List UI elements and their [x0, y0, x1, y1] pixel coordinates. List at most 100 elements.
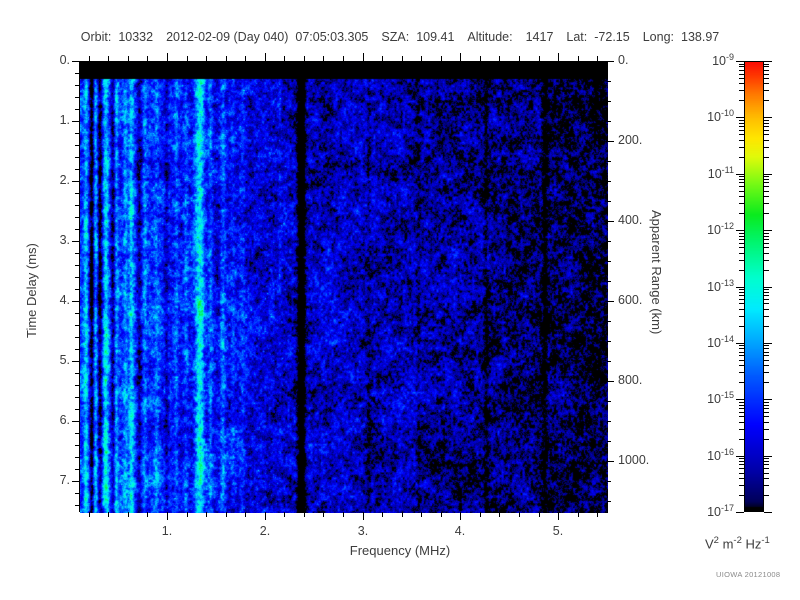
colorbar-unit-label: V2 m-2 Hz-1 [705, 535, 770, 552]
observation-date: 2012-02-09 (Day 040) [166, 30, 289, 44]
colorbar-minor-tick-left [739, 408, 744, 409]
colorbar-minor-tick-left [739, 239, 744, 240]
y-axis-right-minor-tick [607, 181, 611, 182]
y-axis-left-tick-label: 0. [59, 53, 70, 67]
y-axis-left-tick-label: 5. [59, 353, 70, 367]
colorbar-minor-tick-left [739, 485, 744, 486]
x-axis-minor-tick [187, 512, 188, 517]
y-axis-left-minor-tick [75, 349, 79, 350]
y-axis-left-minor-tick [75, 433, 79, 434]
colorbar-minor-tick-left [739, 348, 744, 349]
x-axis-minor-tick [578, 512, 579, 517]
colorbar-minor-tick [764, 408, 769, 409]
y-axis-left-minor-tick [75, 265, 79, 266]
colorbar-minor-tick [764, 352, 769, 353]
colorbar-minor-tick-left [739, 100, 744, 101]
y-axis-right-tick-label: 200. [618, 133, 643, 147]
colorbar-minor-tick-left [739, 299, 744, 300]
y-axis-right-tick-label: 1000. [618, 453, 650, 467]
y-axis-right-tick-label: 400. [618, 213, 643, 227]
colorbar-minor-tick-left [739, 295, 744, 296]
x-axis-tick-label: 2. [259, 524, 271, 538]
x-axis-title: Frequency (MHz) [349, 543, 451, 558]
colorbar-minor-tick-left [739, 495, 744, 496]
colorbar-minor-tick [764, 485, 769, 486]
x-axis-minor-tick [597, 512, 598, 517]
colorbar-minor-tick [764, 360, 769, 361]
y-axis-left-minor-tick [75, 313, 79, 314]
colorbar-minor-tick-left [739, 270, 744, 271]
x-axis-top-tick [147, 56, 148, 61]
colorbar-major-tick-left [736, 174, 744, 175]
colorbar-minor-tick [764, 130, 769, 131]
y-axis-left-minor-tick [75, 73, 79, 74]
colorbar-minor-tick [764, 458, 769, 459]
lat-value: -72.15 [594, 30, 630, 44]
x-axis-top-tick [343, 56, 344, 61]
y-axis-right-major-tick [607, 301, 614, 302]
colorbar[interactable] [744, 61, 764, 512]
colorbar-major-tick [764, 174, 772, 175]
colorbar-major-tick [764, 399, 772, 400]
y-axis-right-minor-tick [607, 441, 611, 442]
colorbar-minor-tick [764, 422, 769, 423]
colorbar-minor-tick-left [739, 365, 744, 366]
x-axis-top-tick [460, 53, 461, 61]
lat-label: Lat: [566, 30, 588, 44]
y-axis-left-minor-tick [75, 337, 79, 338]
colorbar-minor-tick [764, 429, 769, 430]
colorbar-minor-tick [764, 140, 769, 141]
x-axis-minor-tick [539, 512, 540, 517]
y-axis-left-minor-tick [75, 445, 79, 446]
colorbar-minor-tick [764, 468, 769, 469]
colorbar-minor-tick [764, 382, 769, 383]
colorbar-minor-tick-left [739, 309, 744, 310]
colorbar-minor-tick-left [739, 90, 744, 91]
y-axis-left-major-tick [72, 481, 79, 482]
colorbar-minor-tick-left [739, 134, 744, 135]
header-metadata: Orbit: 10332 2012-02-09 (Day 040) 07:05:03.… [0, 30, 800, 44]
x-axis-top-tick [382, 56, 383, 61]
x-axis-major-tick [460, 512, 461, 520]
colorbar-minor-tick [764, 355, 769, 356]
colorbar-minor-tick-left [739, 74, 744, 75]
y-axis-right-minor-tick [607, 501, 611, 502]
x-axis-top-tick [226, 56, 227, 61]
colorbar-minor-tick [764, 299, 769, 300]
colorbar-tick-label: 10-16 [707, 447, 734, 464]
y-axis-left-minor-tick [75, 205, 79, 206]
colorbar-major-tick-left [736, 117, 744, 118]
colorbar-minor-tick [764, 405, 769, 406]
colorbar-minor-tick-left [739, 360, 744, 361]
orbit-value: 10332 [118, 30, 154, 44]
colorbar-minor-tick-left [739, 429, 744, 430]
colorbar-minor-tick [764, 64, 769, 65]
sza-value: 109.41 [416, 30, 455, 44]
x-axis-top-tick [323, 56, 324, 61]
x-axis-major-tick [363, 512, 364, 520]
y-axis-left-minor-tick [75, 157, 79, 158]
colorbar-minor-tick [764, 83, 769, 84]
colorbar-minor-tick [764, 316, 769, 317]
y-axis-left-minor-tick [75, 133, 79, 134]
x-axis-top-tick [284, 56, 285, 61]
colorbar-minor-tick [764, 402, 769, 403]
colorbar-minor-tick [764, 123, 769, 124]
colorbar-minor-tick-left [739, 345, 744, 346]
colorbar-major-tick-left [736, 287, 744, 288]
x-axis-top-tick [441, 56, 442, 61]
colorbar-minor-tick-left [739, 233, 744, 234]
colorbar-minor-tick-left [739, 247, 744, 248]
colorbar-minor-tick [764, 253, 769, 254]
x-axis-top-tick [480, 56, 481, 61]
colorbar-minor-tick-left [739, 468, 744, 469]
y-axis-right-tick-label: 0. [618, 53, 629, 67]
colorbar-minor-tick-left [739, 157, 744, 158]
x-axis-tick-label: 3. [357, 524, 369, 538]
x-axis-minor-tick [284, 512, 285, 517]
colorbar-minor-tick [764, 90, 769, 91]
y-axis-left-minor-tick [75, 217, 79, 218]
colorbar-minor-tick [764, 179, 769, 180]
ionogram-plot-area[interactable] [79, 61, 608, 513]
y-axis-right-minor-tick [607, 81, 611, 82]
